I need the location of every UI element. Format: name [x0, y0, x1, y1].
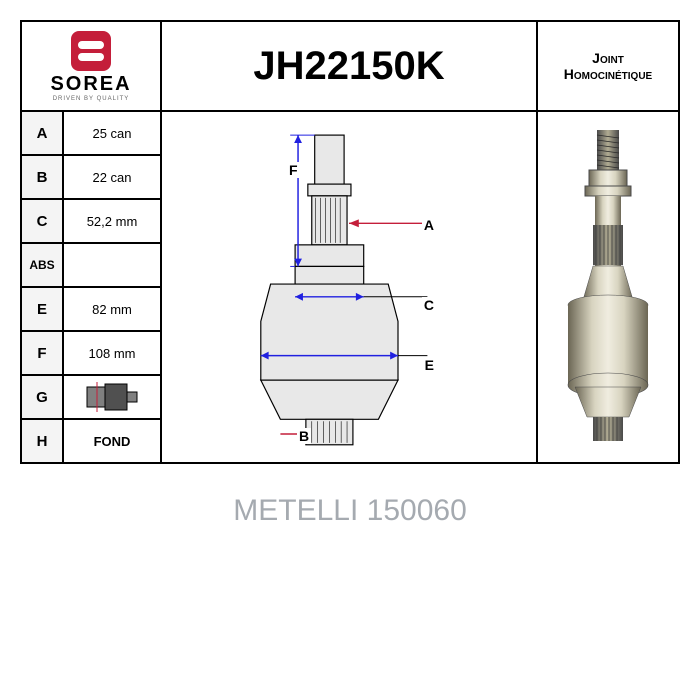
cv-joint-photo-icon: [553, 125, 663, 445]
technical-diagram: A B C E F: [162, 112, 538, 462]
diagram-label-b: B: [297, 428, 311, 444]
spec-row-g: G: [22, 376, 160, 420]
spec-row-b: B 22 can: [22, 156, 160, 200]
brand-logo: SOREA DRIVEN BY QUALITY: [50, 31, 131, 102]
product-photo: [538, 112, 678, 462]
spec-value: 25 can: [64, 112, 160, 154]
spec-value: 108 mm: [64, 332, 160, 374]
spec-row-f: F 108 mm: [22, 332, 160, 376]
spec-row-e: E 82 mm: [22, 288, 160, 332]
diagram-label-a: A: [422, 217, 436, 233]
spec-value: 22 can: [64, 156, 160, 198]
spec-key: E: [22, 288, 64, 330]
spec-table: A 25 can B 22 can C 52,2 mm ABS E 82 mm …: [22, 112, 162, 462]
spec-key: G: [22, 376, 64, 418]
spec-value: 82 mm: [64, 288, 160, 330]
spec-key: B: [22, 156, 64, 198]
type-line2: Homocinétique: [564, 66, 652, 82]
spec-row-c: C 52,2 mm: [22, 200, 160, 244]
diagram-label-e: E: [423, 357, 436, 373]
spec-value: [64, 244, 160, 286]
spec-row-abs: ABS: [22, 244, 160, 288]
spec-row-a: A 25 can: [22, 112, 160, 156]
spec-key: F: [22, 332, 64, 374]
spec-value-g-icon: [64, 376, 160, 418]
cv-joint-diagram-icon: [202, 122, 496, 452]
brand-tagline: DRIVEN BY QUALITY: [53, 96, 130, 102]
brand-logo-cell: SOREA DRIVEN BY QUALITY: [22, 22, 162, 110]
spec-key: H: [22, 420, 64, 462]
cv-cross-section-icon: [82, 382, 142, 412]
footer-brand: METELLI: [233, 494, 358, 527]
sorea-s-icon: [71, 31, 111, 71]
spec-row-h: H FOND: [22, 420, 160, 462]
spec-value: FOND: [64, 420, 160, 462]
footer: METELLI 150060: [233, 494, 467, 528]
spec-key: C: [22, 200, 64, 242]
footer-code: 150060: [367, 494, 467, 527]
spec-card: SOREA DRIVEN BY QUALITY JH22150K Joint H…: [20, 20, 680, 464]
spec-key: ABS: [22, 244, 64, 286]
brand-name: SOREA: [50, 73, 131, 96]
spec-key: A: [22, 112, 64, 154]
card-body: A 25 can B 22 can C 52,2 mm ABS E 82 mm …: [22, 112, 678, 462]
spec-value: 52,2 mm: [64, 200, 160, 242]
product-reference: JH22150K: [162, 22, 538, 110]
card-header: SOREA DRIVEN BY QUALITY JH22150K Joint H…: [22, 22, 678, 112]
diagram-label-c: C: [422, 297, 436, 313]
type-line1: Joint: [592, 50, 624, 66]
diagram-label-f: F: [287, 162, 300, 178]
product-type: Joint Homocinétique: [538, 22, 678, 110]
